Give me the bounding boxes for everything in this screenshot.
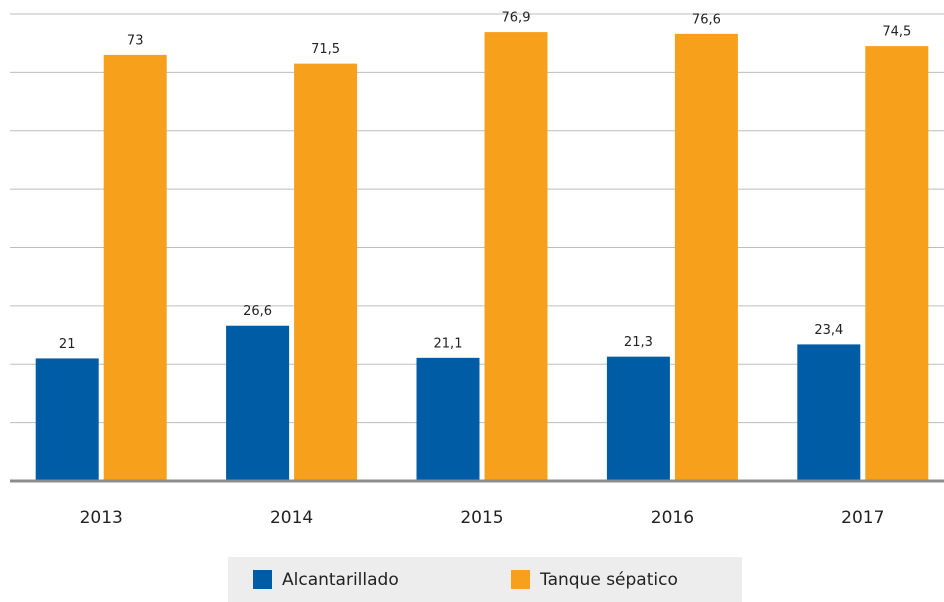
value-label: 71,5 [311, 42, 340, 57]
legend-swatch [253, 570, 272, 589]
bar [865, 46, 929, 481]
legend-label: Alcantarillado [282, 570, 399, 590]
legend-box [228, 557, 742, 602]
value-label: 74,5 [882, 25, 911, 40]
x-tick-label: 2015 [460, 508, 503, 528]
value-label: 21,3 [624, 335, 653, 350]
bar [103, 54, 167, 482]
bar [606, 356, 670, 481]
bar [674, 33, 738, 481]
bar [294, 63, 358, 482]
value-label: 73 [127, 33, 144, 48]
bar [416, 357, 480, 481]
legend-label: Tanque sépatico [539, 570, 678, 590]
x-tick-label: 2017 [841, 508, 884, 528]
value-label: 21 [59, 337, 76, 352]
x-tick-label: 2014 [270, 508, 313, 528]
x-tick-label: 2016 [651, 508, 694, 528]
value-label: 26,6 [243, 304, 272, 319]
value-label: 21,1 [434, 336, 463, 351]
bar [484, 32, 548, 481]
bar [35, 358, 99, 481]
legend-swatch [511, 570, 530, 589]
bar [797, 344, 861, 481]
x-tick-label: 2013 [80, 508, 123, 528]
value-label: 23,4 [814, 323, 843, 338]
value-label: 76,6 [692, 12, 721, 27]
value-label: 76,9 [502, 11, 531, 26]
bar [226, 325, 290, 481]
